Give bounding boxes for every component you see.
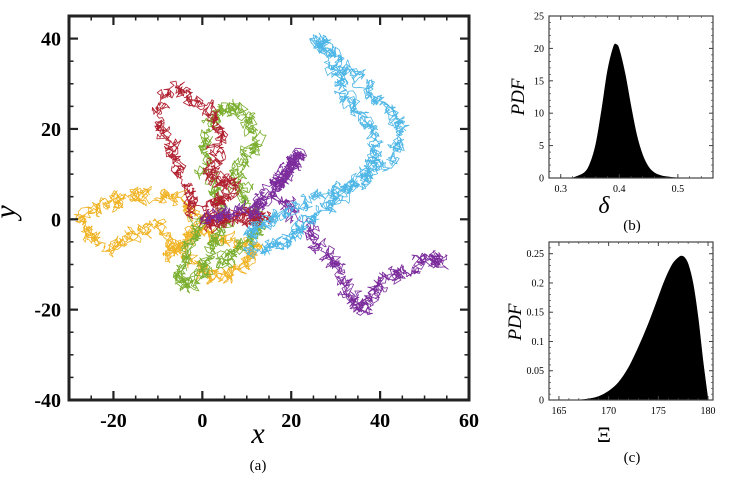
x-axis-label-a: x [250, 417, 265, 450]
x-tick-label: 0.3 [554, 184, 567, 195]
y-tick-label: 20 [534, 44, 544, 55]
y-tick-label: 25 [534, 12, 544, 23]
trajectory-series [242, 32, 410, 259]
y-axis-label-c: PDF [505, 303, 526, 341]
pdf-area [578, 255, 709, 401]
pdf-area-b [572, 43, 678, 179]
y-tick-label: 15 [534, 76, 544, 87]
x-tick-label: 40 [370, 410, 390, 432]
x-axis-label-b: δ [598, 193, 610, 219]
y-tick-label: 0.15 [527, 308, 545, 319]
panel-label-b: (b) [623, 218, 641, 234]
y-tick-label: 0.2 [532, 278, 545, 289]
y-tick-label: 10 [534, 109, 544, 120]
y-tick-label: 0 [51, 209, 61, 231]
panel-a-trajectories: -20 0 20 40 60 -40 -20 0 20 40 x y (a) [0, 14, 479, 474]
y-tick-label: 0 [539, 396, 544, 407]
x-tick-label: 180 [701, 406, 716, 417]
panel-b-delta-pdf: 0.3 0.4 0.5 0 5 10 15 20 25 δ PDF (b) [508, 12, 714, 234]
y-tick-label: -40 [34, 390, 61, 412]
x-tick-label: 0.5 [672, 184, 685, 195]
y-tick-label: -20 [34, 300, 61, 322]
x-tick-labels-a: -20 0 20 40 60 [100, 410, 479, 432]
axis-ticks-c [548, 242, 713, 401]
x-tick-label: -20 [100, 410, 127, 432]
x-tick-labels-c: 165 170 175 180 [551, 406, 715, 417]
y-tick-labels-a: -40 -20 0 20 40 [34, 29, 61, 412]
axes-frame-a [67, 14, 471, 402]
x-tick-labels-b: 0.3 0.4 0.5 [554, 184, 684, 195]
y-tick-label: 0.25 [527, 249, 545, 260]
x-tick-label: 165 [551, 406, 566, 417]
pdf-area [572, 43, 678, 179]
y-tick-labels-c: 0 0.05 0.1 0.15 0.2 0.25 [527, 249, 545, 406]
y-tick-label: 0 [539, 174, 544, 185]
panel-label-c: (c) [624, 450, 641, 466]
pdf-area-c [578, 255, 709, 401]
trajectory-traces [73, 32, 449, 316]
axis-ticks-b [548, 15, 713, 179]
y-tick-labels-b: 0 5 10 15 20 25 [534, 12, 544, 185]
axes-frame-c [548, 241, 714, 401]
y-tick-label: 5 [539, 141, 544, 152]
y-tick-label: 0.1 [532, 337, 545, 348]
axis-ticks-a [68, 15, 471, 402]
panel-label-a: (a) [250, 458, 267, 474]
y-tick-label: 40 [41, 29, 61, 51]
x-axis-label-c: Ξ [597, 422, 611, 447]
y-axis-label-b: PDF [508, 78, 529, 116]
x-tick-label: 170 [601, 406, 616, 417]
panel-c-xi-pdf: 165 170 175 180 0 0.05 0.1 0.15 0.2 0.25 Ξ PDF (… [505, 241, 716, 466]
x-tick-label: 60 [459, 410, 479, 432]
x-tick-label: 0.4 [613, 184, 626, 195]
x-tick-label: 20 [281, 410, 301, 432]
x-tick-label: 175 [651, 406, 666, 417]
y-tick-label: 20 [41, 119, 61, 141]
trajectory-series [200, 147, 449, 316]
y-axis-label-a: y [0, 205, 22, 222]
y-tick-label: 0.05 [527, 366, 545, 377]
trajectory-series [73, 186, 263, 285]
x-tick-label: 0 [197, 410, 207, 432]
